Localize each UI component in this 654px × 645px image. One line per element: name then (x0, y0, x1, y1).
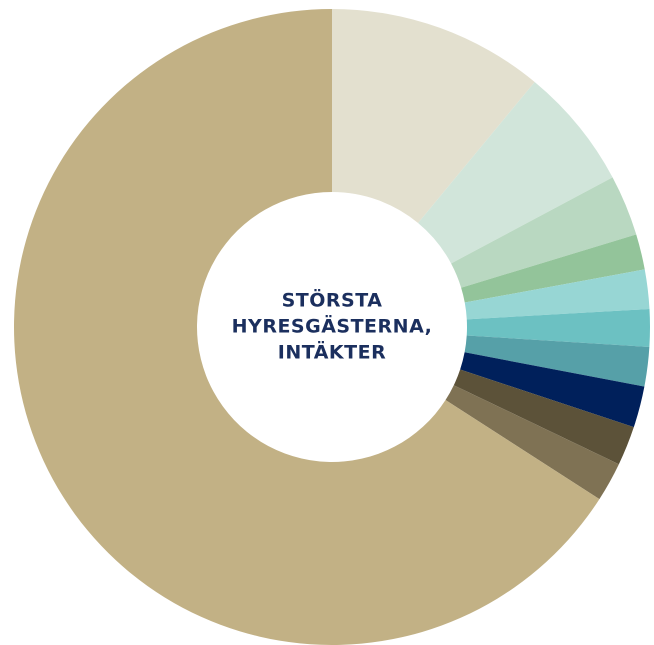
donut-segment (453, 369, 634, 465)
center-title: HYRESGÄSTERNA, (232, 314, 433, 338)
donut-segment (464, 335, 650, 387)
center-title: INTÄKTER (278, 340, 386, 364)
donut-segment (445, 385, 619, 500)
donut-segment (461, 234, 645, 303)
donut-segment (13, 9, 600, 645)
donut-segment (418, 81, 613, 264)
donut-segment (332, 9, 535, 223)
donut-segment (460, 352, 645, 428)
donut-segment (464, 269, 650, 320)
center-title: STÖRSTA (282, 288, 383, 312)
donut-segment (466, 309, 650, 347)
donut-segment (451, 177, 637, 288)
